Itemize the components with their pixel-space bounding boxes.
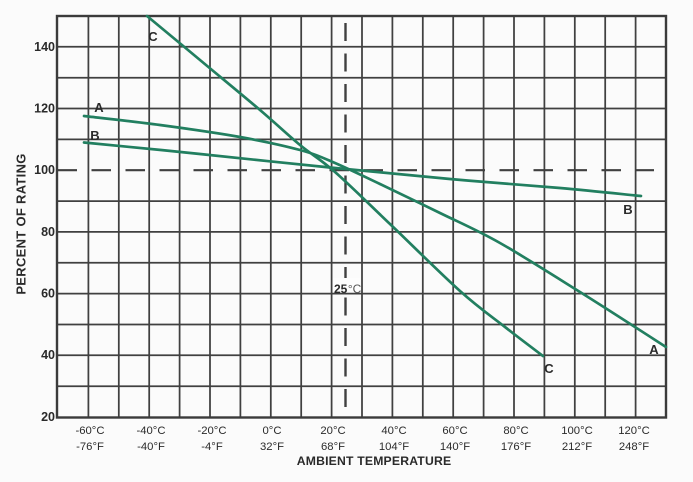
svg-text:C: C: [148, 29, 158, 44]
svg-text:176°F: 176°F: [501, 441, 531, 453]
svg-text:-4°F: -4°F: [201, 441, 223, 453]
svg-text:-76°F: -76°F: [76, 441, 104, 453]
svg-text:25°C: 25°C: [334, 282, 362, 296]
svg-text:40: 40: [41, 348, 55, 362]
svg-text:32°F: 32°F: [260, 441, 284, 453]
svg-text:100°C: 100°C: [561, 425, 593, 437]
svg-text:-40°C: -40°C: [136, 425, 165, 437]
svg-text:-60°C: -60°C: [75, 425, 104, 437]
svg-text:-20°C: -20°C: [197, 425, 226, 437]
svg-text:140: 140: [34, 40, 55, 54]
svg-text:A: A: [649, 342, 659, 357]
svg-text:B: B: [623, 202, 632, 217]
svg-text:A: A: [94, 100, 104, 115]
svg-text:B: B: [90, 128, 99, 143]
svg-text:60°C: 60°C: [442, 425, 467, 437]
svg-text:-40°F: -40°F: [137, 441, 165, 453]
svg-text:80°C: 80°C: [503, 425, 528, 437]
svg-text:C: C: [544, 361, 554, 376]
svg-text:80: 80: [41, 225, 55, 239]
svg-text:20°C: 20°C: [320, 425, 345, 437]
svg-text:20: 20: [41, 410, 55, 424]
svg-text:PERCENT OF RATING: PERCENT OF RATING: [14, 153, 29, 294]
svg-text:68°F: 68°F: [321, 441, 345, 453]
svg-text:104°F: 104°F: [379, 441, 409, 453]
svg-text:AMBIENT TEMPERATURE: AMBIENT TEMPERATURE: [297, 454, 452, 468]
svg-text:60: 60: [41, 287, 55, 301]
svg-text:212°F: 212°F: [562, 441, 592, 453]
svg-text:100: 100: [34, 163, 55, 177]
svg-text:0°C: 0°C: [263, 425, 282, 437]
svg-text:140°F: 140°F: [440, 441, 470, 453]
svg-text:120: 120: [34, 102, 55, 116]
svg-text:248°F: 248°F: [619, 441, 649, 453]
svg-text:120°C: 120°C: [618, 425, 650, 437]
svg-text:40°C: 40°C: [381, 425, 406, 437]
